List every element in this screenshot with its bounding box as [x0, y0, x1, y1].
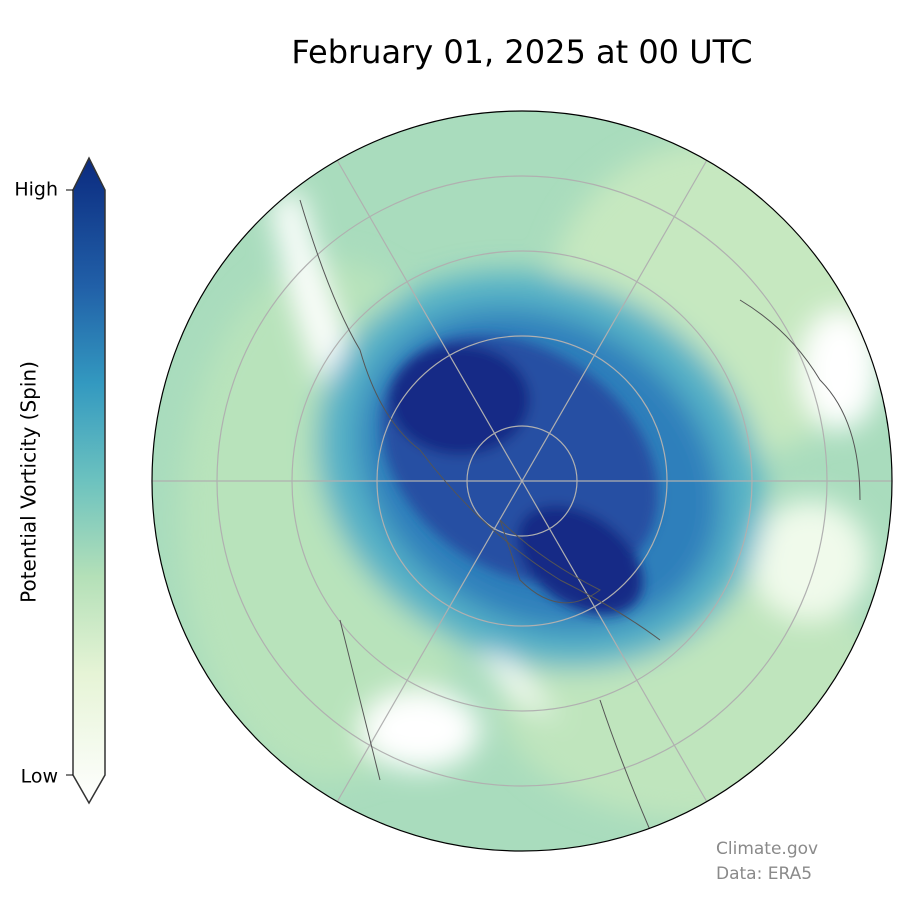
colorbar-low: Low	[21, 766, 58, 788]
map	[151, 110, 893, 852]
colorbar-high: High	[14, 179, 58, 201]
colorbar: High Low Potential Vorticity (Spin)	[14, 156, 106, 805]
title: February 01, 2025 at 00 UTC	[291, 33, 752, 71]
credit-data: Data: ERA5	[716, 864, 812, 884]
credit-source: Climate.gov	[716, 839, 818, 859]
colorbar-label: Potential Vorticity (Spin)	[17, 361, 41, 603]
